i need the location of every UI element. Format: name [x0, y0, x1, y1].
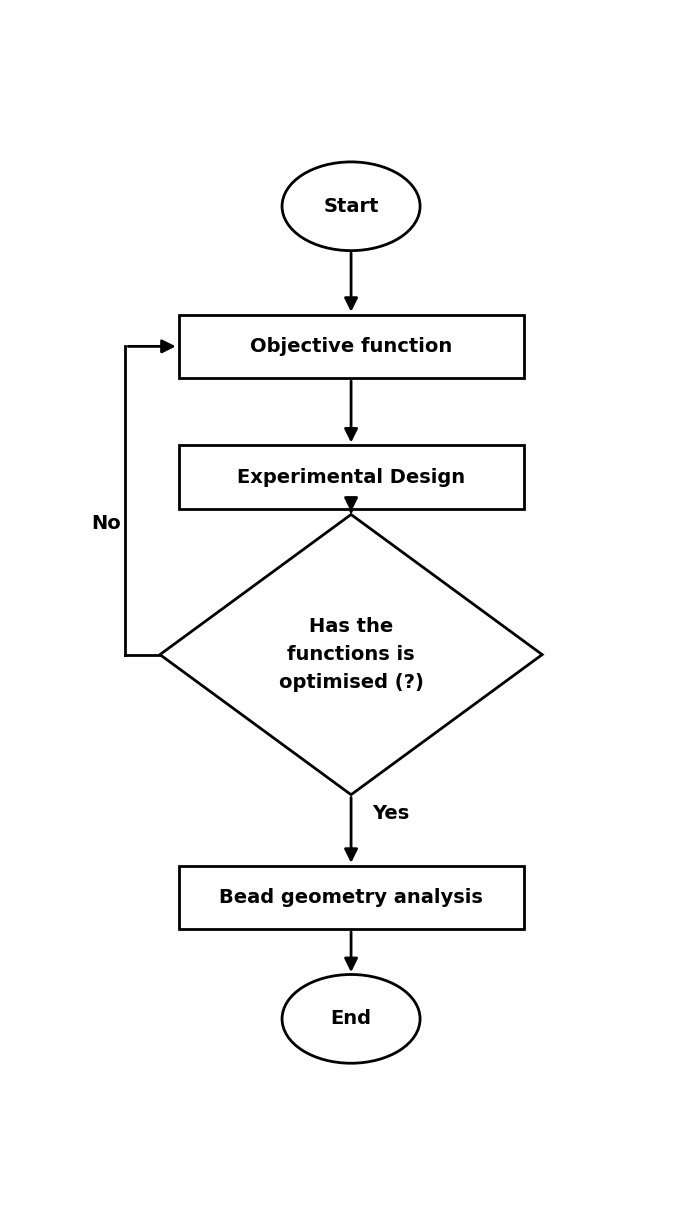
- Text: Experimental Design: Experimental Design: [237, 468, 465, 486]
- Text: End: End: [331, 1009, 371, 1029]
- FancyBboxPatch shape: [179, 445, 523, 509]
- Text: Start: Start: [323, 197, 379, 216]
- Text: Objective function: Objective function: [250, 337, 452, 355]
- Polygon shape: [160, 514, 543, 795]
- Ellipse shape: [282, 974, 420, 1064]
- Text: Bead geometry analysis: Bead geometry analysis: [219, 888, 483, 907]
- Ellipse shape: [282, 161, 420, 251]
- Text: Yes: Yes: [373, 804, 410, 822]
- FancyBboxPatch shape: [179, 314, 523, 378]
- FancyBboxPatch shape: [179, 866, 523, 929]
- Text: Has the
functions is
optimised (?): Has the functions is optimised (?): [279, 617, 423, 693]
- Text: No: No: [91, 514, 121, 534]
